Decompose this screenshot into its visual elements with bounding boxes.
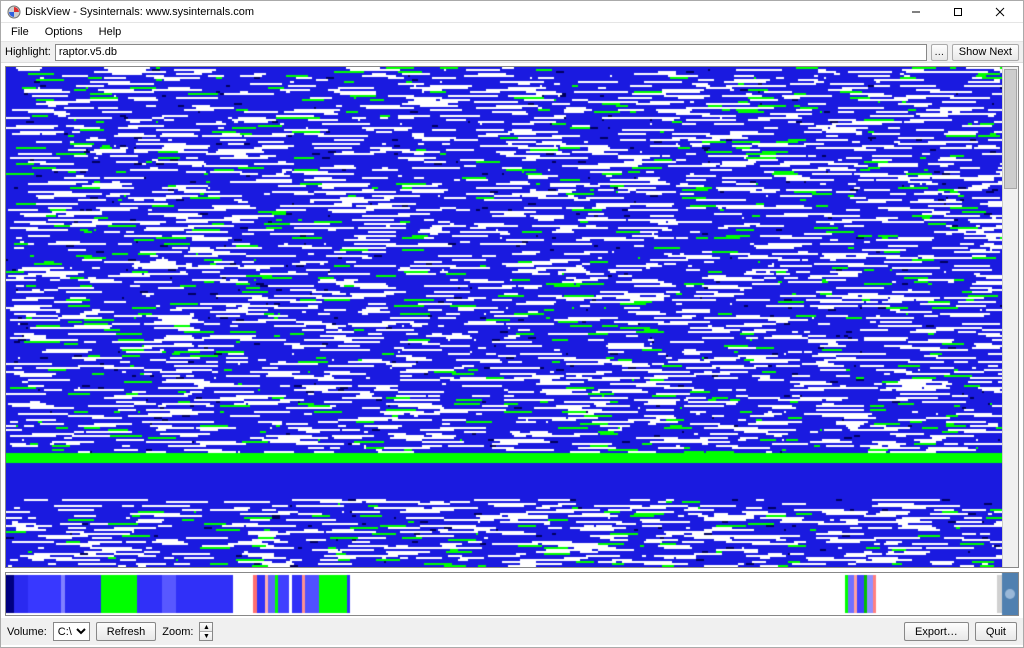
app-window: DiskView - Sysinternals: www.sysinternal…: [0, 0, 1024, 648]
minimize-button[interactable]: [895, 1, 937, 23]
highlight-label: Highlight:: [5, 46, 51, 58]
file-strip-panel: [5, 572, 1019, 616]
highlight-input[interactable]: [55, 44, 927, 61]
menu-options[interactable]: Options: [37, 24, 91, 40]
quit-button[interactable]: Quit: [975, 622, 1017, 641]
close-button[interactable]: [979, 1, 1021, 23]
bottom-toolbar: Volume: C:\ Refresh Zoom: ▲ ▼ Export… Qu…: [1, 618, 1023, 645]
zoom-up-icon[interactable]: ▲: [200, 623, 212, 632]
zoom-label: Zoom:: [162, 626, 193, 638]
titlebar: DiskView - Sysinternals: www.sysinternal…: [1, 1, 1023, 23]
zoom-spinner[interactable]: ▲ ▼: [199, 622, 213, 641]
zoom-down-icon[interactable]: ▼: [200, 632, 212, 640]
cluster-map[interactable]: [6, 67, 1002, 567]
refresh-button[interactable]: Refresh: [96, 622, 157, 641]
maximize-button[interactable]: [937, 1, 979, 23]
volume-label: Volume:: [7, 626, 47, 638]
browse-button[interactable]: …: [931, 44, 948, 61]
cluster-map-panel: [5, 66, 1019, 568]
app-icon: [7, 5, 21, 19]
menu-file[interactable]: File: [3, 24, 37, 40]
menu-help[interactable]: Help: [91, 24, 130, 40]
show-next-button[interactable]: Show Next: [952, 44, 1019, 61]
volume-select[interactable]: C:\: [53, 622, 90, 641]
window-title: DiskView - Sysinternals: www.sysinternal…: [25, 6, 254, 18]
file-strip[interactable]: [6, 573, 1018, 615]
menu-bar: File Options Help: [1, 23, 1023, 42]
scrollbar-thumb[interactable]: [1004, 69, 1017, 189]
cluster-map-scrollbar[interactable]: [1002, 67, 1018, 567]
export-button[interactable]: Export…: [904, 622, 969, 641]
highlight-toolbar: Highlight: … Show Next: [1, 42, 1023, 63]
